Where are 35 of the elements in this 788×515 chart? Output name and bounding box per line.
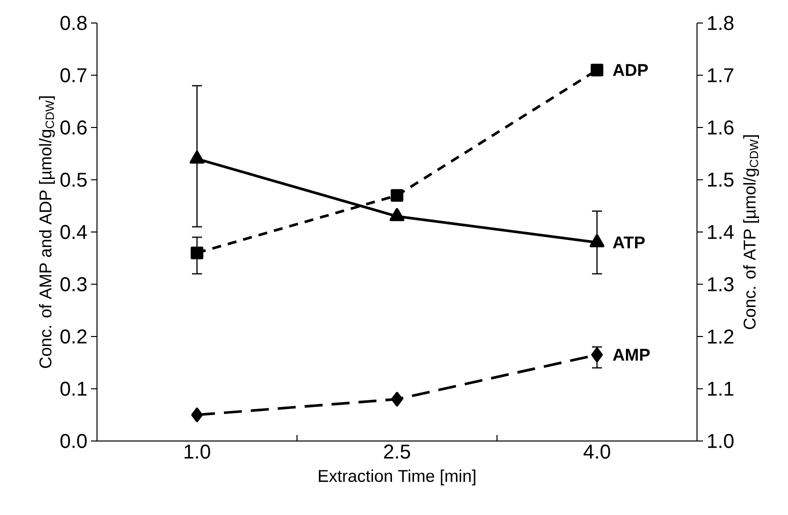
y2-tick-label: 1.3 xyxy=(708,277,734,292)
series-label: ATP xyxy=(612,236,645,248)
point xyxy=(590,234,604,248)
x-tick-label: 4.0 xyxy=(584,444,610,459)
y2-tick-label: 1.2 xyxy=(708,330,734,344)
point xyxy=(390,208,404,222)
point xyxy=(390,189,404,202)
y-tick-label: 0.6 xyxy=(60,120,87,135)
y-axis-title: Conc. of AMP and ADP [µmol/g$_{CDW}$] xyxy=(38,96,55,368)
series-label: ADP xyxy=(612,64,648,76)
y2-tick-label: 1.0 xyxy=(708,434,734,448)
y-tick-label: 0.3 xyxy=(60,277,87,292)
y2-tick-label: 1.8 xyxy=(708,16,734,30)
y2-tick-label: 1.1 xyxy=(708,382,734,396)
y2-axis-title: Conc. of ATP [µmol/g$_{CDW}$] xyxy=(743,135,760,330)
x-tick-label: 1.0 xyxy=(184,444,210,459)
point xyxy=(190,150,204,164)
y-tick-label: 0.7 xyxy=(60,68,86,82)
point xyxy=(391,392,403,406)
point xyxy=(190,246,204,260)
point xyxy=(590,64,604,76)
y-tick-label: 0.2 xyxy=(60,329,86,344)
series-label: AMP xyxy=(612,348,650,361)
y-tick-label: 0.4 xyxy=(60,224,87,240)
y2-tick-label: 1.6 xyxy=(708,120,734,135)
y-tick-label: 0.0 xyxy=(60,434,87,448)
y-tick-label: 0.5 xyxy=(60,172,87,187)
y2-tick-label: 1.4 xyxy=(708,225,734,239)
y-tick-label: 0.8 xyxy=(60,16,87,30)
y2-tick-label: 1.7 xyxy=(708,68,734,82)
point xyxy=(191,408,203,422)
x-axis-title: Extraction Time [min] xyxy=(318,470,476,486)
x-tick-label: 2.5 xyxy=(384,444,410,459)
y2-tick-label: 1.5 xyxy=(708,172,734,187)
y-tick-label: 0.1 xyxy=(60,382,86,396)
